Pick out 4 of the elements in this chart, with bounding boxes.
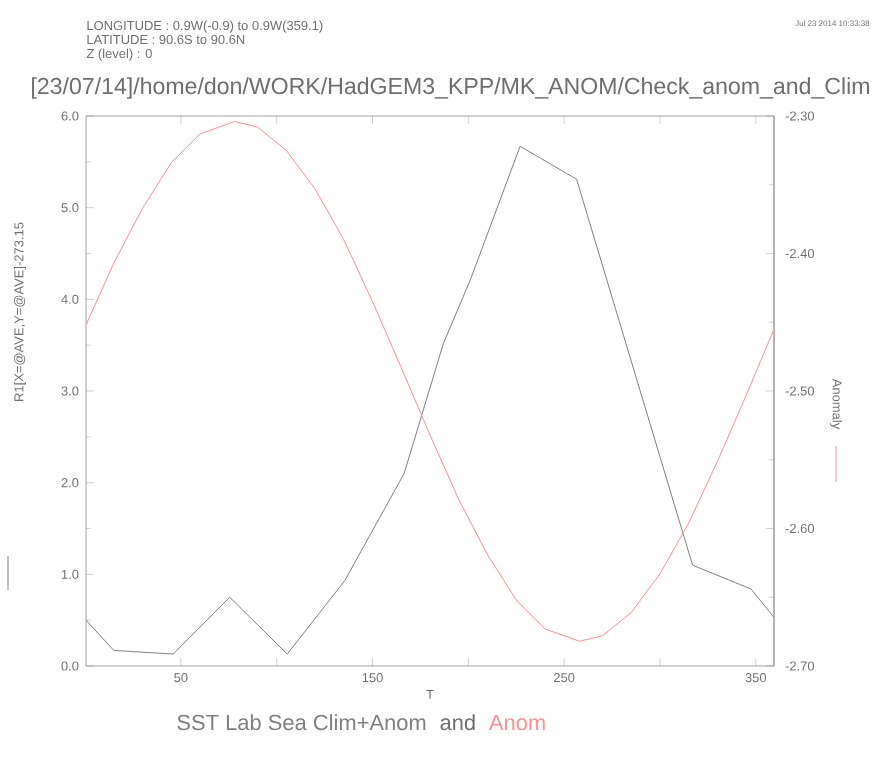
text: SST Lab Sea Clim+Anom: [177, 714, 426, 731]
text: Anom: [488, 714, 545, 731]
text: and: [440, 714, 475, 731]
chart-title: [23/07/14]/home/don/WORK/HadGEM3_KPP/MK_ANOM/Check_anom_and_Clim: [32, 77, 869, 99]
